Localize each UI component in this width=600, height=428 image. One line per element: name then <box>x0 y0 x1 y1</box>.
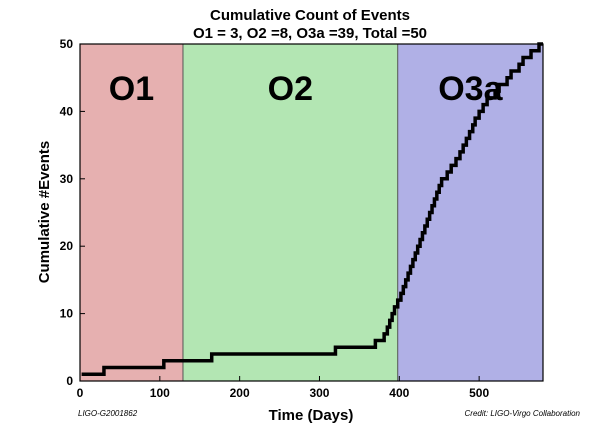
region-label-o2: O2 <box>268 70 313 108</box>
y-tick-label: 0 <box>66 374 73 388</box>
y-axis-label: Cumulative #Events <box>36 141 53 284</box>
x-tick-label: 500 <box>469 386 489 400</box>
x-tick-label: 300 <box>309 386 329 400</box>
x-tick-label: 100 <box>150 386 170 400</box>
chart-subtitle: O1 = 3, O2 =8, O3a =39, Total =50 <box>193 25 427 42</box>
plot-frame <box>79 43 544 382</box>
x-tick-label: 400 <box>389 386 409 400</box>
run-regions: O1 O2 O3a <box>80 44 543 381</box>
y-tick-label: 40 <box>60 104 74 118</box>
y-tick-label: 50 <box>60 37 74 51</box>
x-tick-label: 0 <box>77 386 84 400</box>
region-o1 <box>80 44 183 381</box>
axes: 0 100 200 300 400 500 0 10 20 30 40 50 <box>60 37 544 400</box>
y-tick-label: 20 <box>60 239 74 253</box>
series-line-0 <box>81 42 543 377</box>
y-tick-label: 10 <box>60 307 74 321</box>
region-label-o3a: O3a <box>438 70 503 108</box>
region-o3a <box>397 44 543 381</box>
x-axis-label: Time (Days) <box>269 407 354 424</box>
region-o2 <box>182 44 398 381</box>
x-tick-label: 200 <box>230 386 250 400</box>
footer-id: LIGO-G2001862 <box>78 409 138 418</box>
footer-credit: Credit: LIGO-Virgo Collaboration <box>465 409 581 418</box>
chart-title: Cumulative Count of Events <box>210 7 410 24</box>
y-tick-label: 30 <box>60 172 74 186</box>
region-label-o1: O1 <box>109 70 154 108</box>
data-series <box>81 42 543 377</box>
